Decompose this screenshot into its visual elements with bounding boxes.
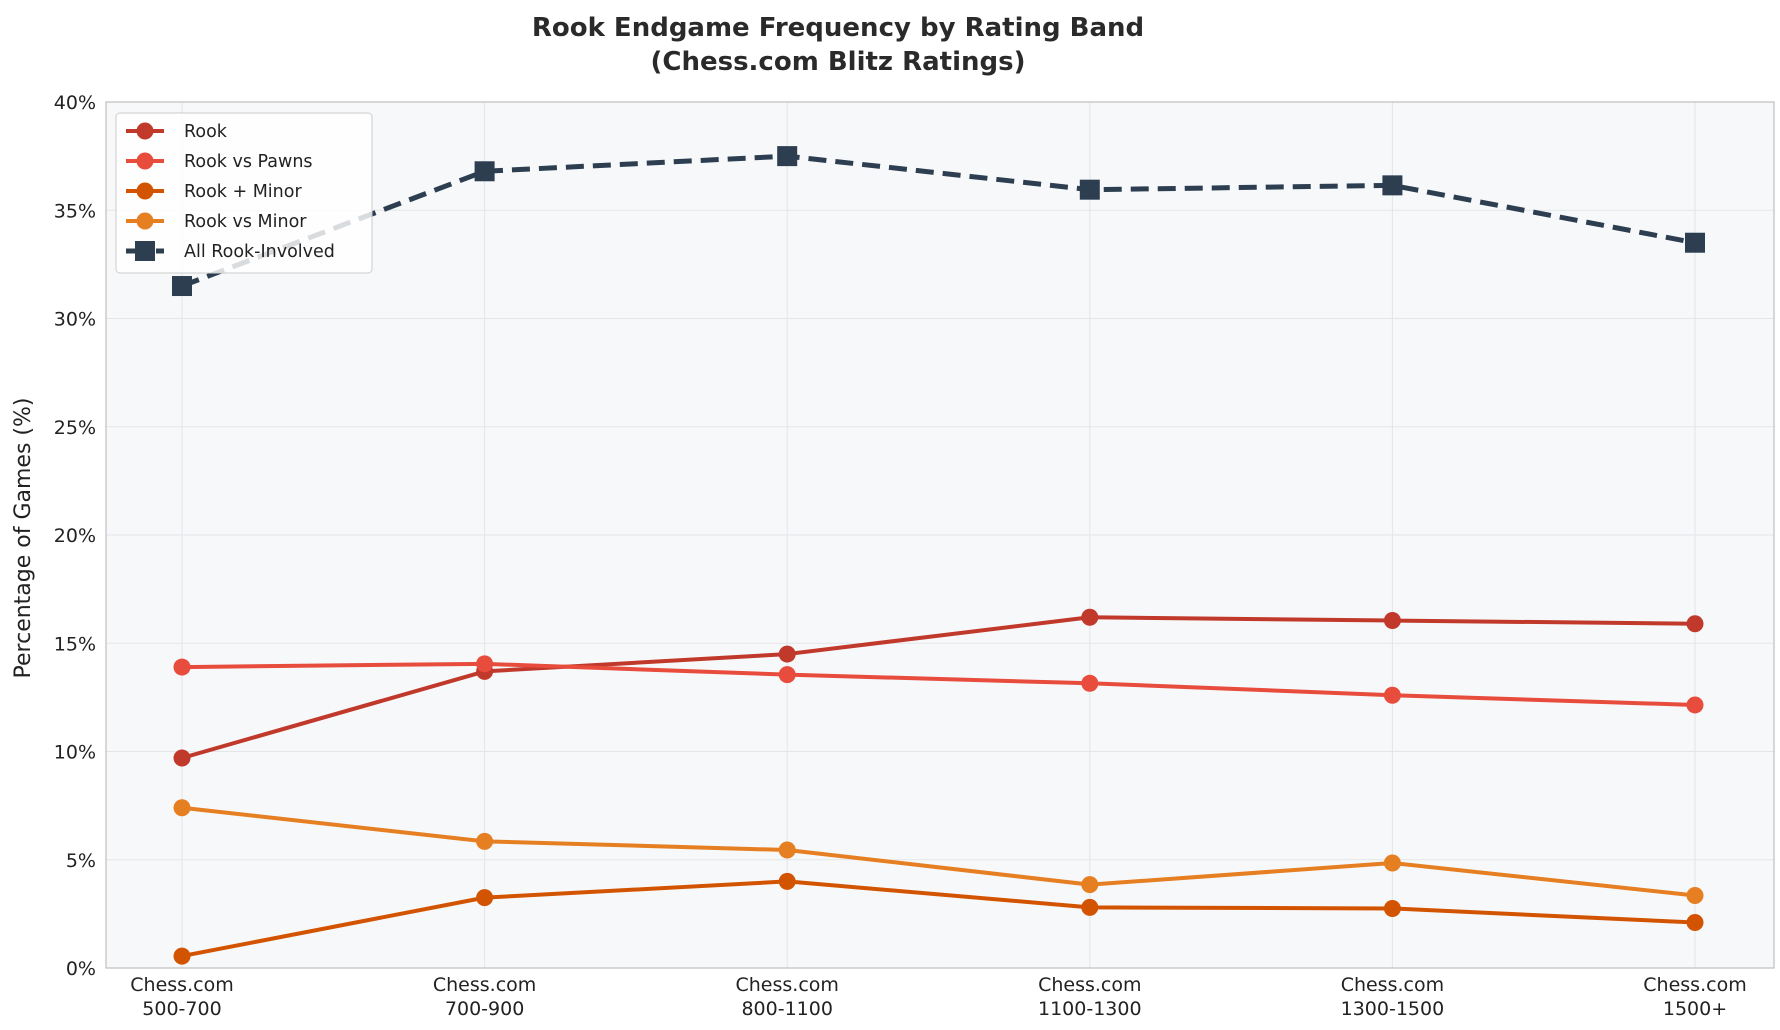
- plot-area: 0%5%10%15%20%25%30%35%40%Chess.com500-70…: [54, 92, 1775, 1020]
- series-rook-minor: [173, 872, 1704, 965]
- y-tick-label: 20%: [54, 525, 96, 547]
- legend-entry: Rook + Minor: [126, 182, 302, 202]
- legend-entry: Rook vs Minor: [126, 212, 307, 232]
- data-point-marker: [1081, 876, 1099, 894]
- series-line: [180, 615, 1697, 760]
- legend-entry: Rook vs Pawns: [126, 152, 313, 172]
- series-line: [180, 879, 1697, 959]
- x-tick-label-line: 500-700: [142, 998, 221, 1020]
- data-point-marker: [1686, 615, 1704, 633]
- data-point-marker: [777, 146, 798, 167]
- y-tick-label: 5%: [66, 850, 96, 872]
- data-point-marker: [1081, 898, 1099, 916]
- x-tick-label-line: Chess.com: [735, 974, 838, 996]
- x-tick-label-line: 1100-1300: [1038, 998, 1142, 1020]
- x-tick-label-line: Chess.com: [1643, 974, 1746, 996]
- y-tick-label: 15%: [54, 633, 96, 655]
- data-point-marker: [778, 872, 796, 890]
- data-point-marker: [172, 276, 192, 297]
- series-all-rook-involved: [172, 146, 1705, 297]
- x-tick-label-line: Chess.com: [130, 974, 233, 996]
- data-point-marker: [1081, 674, 1099, 692]
- data-point-marker: [476, 832, 494, 850]
- data-point-marker: [778, 841, 796, 859]
- x-tick-label-line: 700-900: [445, 998, 524, 1020]
- y-tick-label: 40%: [54, 92, 96, 114]
- plot-frame: [105, 101, 1775, 969]
- data-point-marker: [1382, 175, 1403, 196]
- legend: Rook Rook vs Pawns Rook + Minor Rook vs Min…: [115, 112, 373, 274]
- series-rook: [173, 608, 1704, 767]
- x-tick-label-line: 1500+: [1663, 998, 1727, 1020]
- legend-label: All Rook-Involved: [184, 242, 335, 262]
- legend-box: [115, 112, 373, 274]
- x-tick-label-line: 1300-1500: [1341, 998, 1445, 1020]
- series-line: [181, 153, 1696, 289]
- data-point-marker: [474, 161, 495, 182]
- data-point-marker: [173, 749, 191, 767]
- x-tick-label-line: Chess.com: [1341, 974, 1444, 996]
- data-point-marker: [1686, 886, 1704, 904]
- legend-marker: [136, 212, 154, 230]
- y-tick-label: 30%: [54, 309, 96, 331]
- data-point-marker: [1685, 232, 1705, 253]
- data-point-marker: [1383, 899, 1401, 917]
- y-tick-label: 0%: [66, 958, 96, 980]
- legend-marker: [136, 182, 154, 200]
- x-tick-label-line: Chess.com: [1038, 974, 1141, 996]
- y-axis-label: Percentage of Games (%): [11, 398, 36, 679]
- x-tick-label-line: 800-1100: [741, 998, 832, 1020]
- data-point-marker: [778, 666, 796, 684]
- data-point-marker: [173, 799, 191, 817]
- y-tick-label: 10%: [54, 742, 96, 764]
- legend-label: Rook vs Minor: [184, 212, 307, 232]
- legend-marker: [135, 241, 155, 261]
- y-tick-label: 25%: [54, 417, 96, 439]
- data-point-marker: [173, 658, 191, 676]
- data-point-marker: [1686, 696, 1704, 714]
- series-line: [180, 805, 1697, 898]
- data-point-marker: [173, 947, 191, 965]
- series-line: [180, 661, 1697, 707]
- series-rook-vs-minor: [173, 799, 1704, 904]
- legend-label: Rook + Minor: [184, 182, 302, 202]
- data-point-marker: [1081, 608, 1099, 626]
- data-point-marker: [1383, 854, 1401, 872]
- data-point-marker: [476, 889, 494, 907]
- legend-entry: Rook: [126, 122, 228, 142]
- data-point-marker: [1383, 686, 1401, 704]
- data-point-marker: [1383, 612, 1401, 630]
- legend-marker: [136, 122, 154, 140]
- data-point-marker: [476, 655, 494, 673]
- legend-entry: All Rook-Involved: [126, 241, 335, 262]
- chart-title-line2: (Chess.com Blitz Ratings): [651, 47, 1026, 77]
- legend-marker: [136, 152, 154, 170]
- data-point-marker: [778, 645, 796, 663]
- series-rook-vs-pawns: [173, 655, 1704, 714]
- data-point-marker: [1079, 179, 1100, 200]
- x-tick-label-line: Chess.com: [433, 974, 536, 996]
- legend-label: Rook vs Pawns: [184, 152, 313, 172]
- legend-label: Rook: [184, 122, 228, 142]
- chart-title-line1: Rook Endgame Frequency by Rating Band: [532, 13, 1144, 43]
- y-tick-label: 35%: [54, 200, 96, 222]
- data-point-marker: [1686, 914, 1704, 932]
